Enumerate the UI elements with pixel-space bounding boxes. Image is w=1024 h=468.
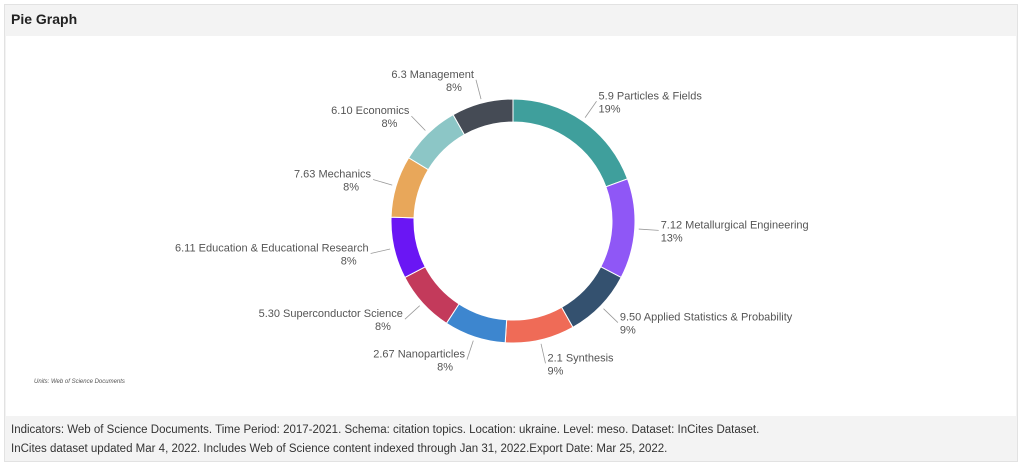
- chart-area: 5.9 Particles & Fields 19% 7.12 Metallurgi…: [6, 36, 1016, 416]
- slice-percent-1: 13%: [661, 232, 683, 244]
- leader-line-0: [584, 101, 597, 118]
- slice-label-7: 7.63 Mechanics: [294, 168, 372, 180]
- slice-percent-6: 8%: [341, 255, 357, 267]
- slice-label-2: 9.50 Applied Statistics & Probability: [620, 312, 793, 324]
- slice-label-8: 6.10 Economics: [331, 105, 410, 117]
- pie-slice-6[interactable]: [390, 216, 426, 279]
- footer-notes: Indicators: Web of Science Documents. Ti…: [11, 421, 759, 459]
- leader-line-7: [372, 179, 393, 186]
- slice-percent-7: 8%: [343, 181, 359, 193]
- slice-label-4: 2.67 Nanoparticles: [373, 349, 465, 361]
- slice-label-6: 6.11 Education & Educational Research: [175, 242, 369, 254]
- pie-slice-9[interactable]: [452, 98, 514, 136]
- pie-slice-3[interactable]: [504, 306, 574, 344]
- slice-label-9: 6.3 Management: [391, 69, 474, 81]
- units-note: Units: Web of Science Documents: [34, 379, 125, 385]
- footer-line-1: Indicators: Web of Science Documents. Ti…: [11, 424, 760, 436]
- slice-label-5: 5.30 Superconductor Science: [259, 308, 403, 320]
- leader-line-6: [370, 248, 391, 254]
- slice-percent-4: 8%: [437, 362, 453, 374]
- leader-line-1: [638, 228, 659, 231]
- slice-label-0: 5.9 Particles & Fields: [599, 90, 703, 102]
- slice-percent-8: 8%: [382, 118, 398, 130]
- pie-slice-5[interactable]: [404, 266, 460, 324]
- leader-line-4: [466, 340, 474, 360]
- slice-label-1: 7.12 Metallurgical Engineering: [661, 219, 809, 231]
- leader-line-5: [404, 305, 420, 320]
- footer-line-2: InCites dataset updated Mar 4, 2022. Inc…: [11, 443, 668, 455]
- slice-percent-2: 9%: [620, 325, 636, 337]
- pie-slice-8[interactable]: [407, 114, 466, 171]
- panel-title: Pie Graph: [11, 11, 78, 27]
- slice-percent-9: 8%: [446, 82, 462, 94]
- pie-slice-1[interactable]: [600, 178, 636, 279]
- slice-percent-5: 8%: [375, 321, 391, 333]
- pie-slice-2[interactable]: [560, 266, 622, 328]
- slice-percent-3: 9%: [547, 365, 563, 377]
- slice-percent-0: 19%: [599, 103, 621, 115]
- pie-graph-panel: Pie Graph 5.9 Particles & Fields 19% 7.12 …: [4, 4, 1018, 462]
- slice-label-3: 2.1 Synthesis: [547, 352, 614, 364]
- leader-line-9: [475, 79, 482, 100]
- leader-line-8: [411, 115, 426, 131]
- leader-line-3: [540, 343, 546, 364]
- leader-line-2: [603, 308, 619, 323]
